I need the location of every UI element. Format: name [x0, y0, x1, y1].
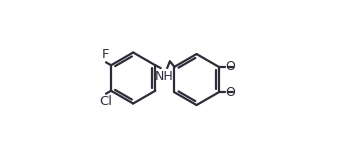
- Text: O: O: [225, 86, 235, 99]
- Text: Cl: Cl: [99, 95, 112, 108]
- Text: NH: NH: [155, 70, 173, 83]
- Text: F: F: [101, 48, 109, 61]
- Text: O: O: [225, 60, 235, 73]
